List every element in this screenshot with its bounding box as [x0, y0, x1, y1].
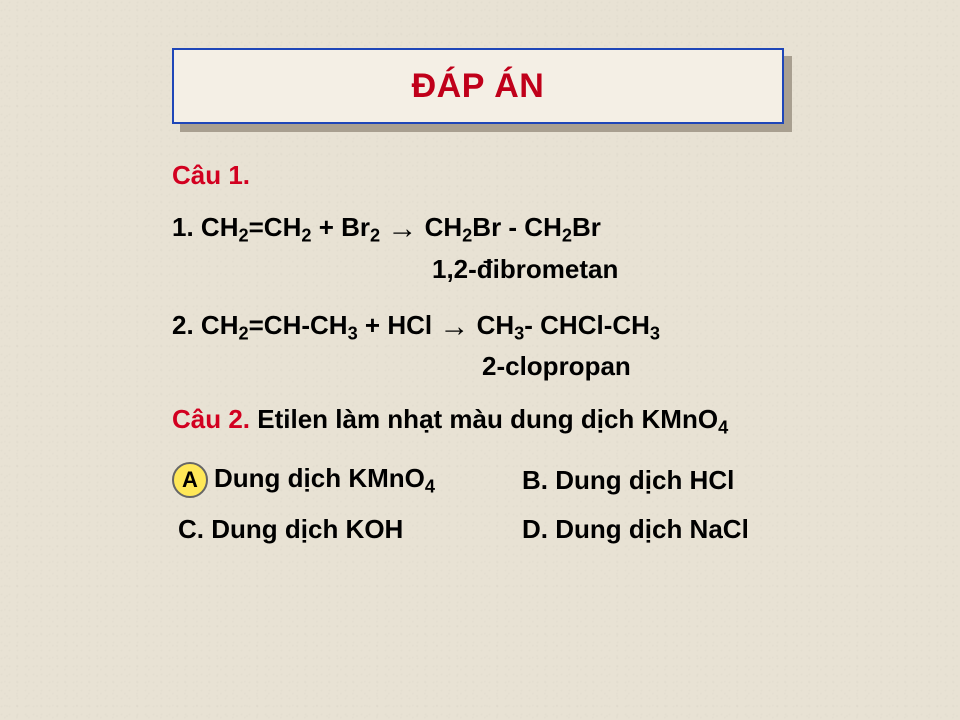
- eq1-rhs: CH2Br - CH2Br: [425, 212, 601, 242]
- option-a: A Dung dịch KMnO4: [172, 462, 522, 498]
- option-a-text: Dung dịch KMnO4: [214, 463, 435, 497]
- correct-answer-badge: A: [172, 462, 208, 498]
- option-c: C. Dung dịch KOH: [172, 514, 522, 545]
- option-row-2: C. Dung dịch KOH D. Dung dịch NaCl: [172, 514, 900, 545]
- question-2: Câu 2. Etilen làm nhạt màu dung dịch KMn…: [172, 404, 900, 438]
- page-title: ĐÁP ÁN: [412, 67, 545, 106]
- equation-1: 1. CH2=CH2 + Br2 → CH2Br - CH2Br: [172, 209, 900, 250]
- question-1-label: Câu 1.: [172, 160, 900, 191]
- option-row-1: A Dung dịch KMnO4 B. Dung dịch HCl: [172, 462, 900, 498]
- eq2-rhs: CH3- CHCl-CH3: [477, 310, 660, 340]
- eq2-num: 2.: [172, 310, 194, 340]
- arrow-icon: →: [387, 212, 417, 245]
- arrow-icon: →: [439, 310, 469, 343]
- eq1-lhs: CH2=CH2 + Br2: [201, 212, 387, 242]
- eq2-product-name: 2-clopropan: [482, 351, 900, 382]
- eq2-lhs: CH2=CH-CH3 + HCl: [201, 310, 439, 340]
- question-2-label: Câu 2.: [172, 404, 250, 434]
- option-d-letter: D.: [522, 514, 548, 545]
- option-b: B. Dung dịch HCl: [522, 462, 734, 498]
- content-area: Câu 1. 1. CH2=CH2 + Br2 → CH2Br - CH2Br …: [172, 160, 900, 561]
- question-2-statement: Etilen làm nhạt màu dung dịch KMnO4: [257, 404, 728, 434]
- option-d: D. Dung dịch NaCl: [522, 514, 749, 545]
- eq1-product-name: 1,2-đibrometan: [432, 254, 900, 285]
- option-c-letter: C.: [178, 514, 204, 545]
- option-c-text: Dung dịch KOH: [211, 514, 403, 545]
- option-b-letter: B.: [522, 465, 548, 496]
- option-b-text: Dung dịch HCl: [555, 465, 734, 496]
- option-d-text: Dung dịch NaCl: [555, 514, 749, 545]
- title-banner: ĐÁP ÁN: [172, 48, 784, 124]
- equation-2: 2. CH2=CH-CH3 + HCl → CH3- CHCl-CH3: [172, 307, 900, 348]
- answer-options: A Dung dịch KMnO4 B. Dung dịch HCl C. Du…: [172, 462, 900, 545]
- eq1-num: 1.: [172, 212, 194, 242]
